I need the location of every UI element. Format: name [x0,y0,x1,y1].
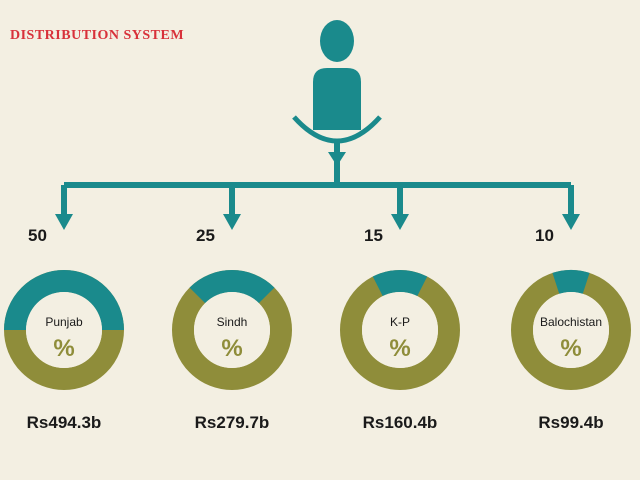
donut-share-slice [4,270,124,330]
diagram-title: DISTRIBUTION SYSTEM [10,28,185,43]
connector-lines [61,140,574,218]
donut-group: Punjab%Sindh%K-P%Balochistan% [4,270,631,390]
donut-center [194,292,270,368]
share-value: 50 [28,226,47,245]
percent-icon: % [560,335,581,362]
amount-label: Rs279.7b [194,413,270,432]
person-icon [292,20,382,144]
donut-sindh: Sindh% [172,270,292,390]
donut-balochistan: Balochistan% [511,270,631,390]
percent-icon: % [221,335,242,362]
donut-center [26,292,102,368]
share-value: 15 [364,226,383,245]
donut-punjab: Punjab% [4,270,124,390]
region-label: K-P [390,315,410,329]
donut-share-slice [189,270,275,304]
region-label: Balochistan [540,315,602,329]
amount-label: Rs494.3b [26,413,102,432]
donut-center [533,292,609,368]
amount-label: Rs160.4b [362,413,438,432]
region-label: Punjab [45,315,83,329]
percent-icon: % [53,335,74,362]
donut-share-slice [372,270,428,297]
share-value: 25 [196,226,215,245]
region-label: Sindh [217,315,248,329]
percent-icon: % [389,335,410,362]
donut-kp: K-P% [340,270,460,390]
arrowheads [55,152,580,230]
donut-share-slice [552,270,590,294]
amount-label: Rs99.4b [538,413,604,432]
donut-center [362,292,438,368]
share-value: 10 [535,226,554,245]
